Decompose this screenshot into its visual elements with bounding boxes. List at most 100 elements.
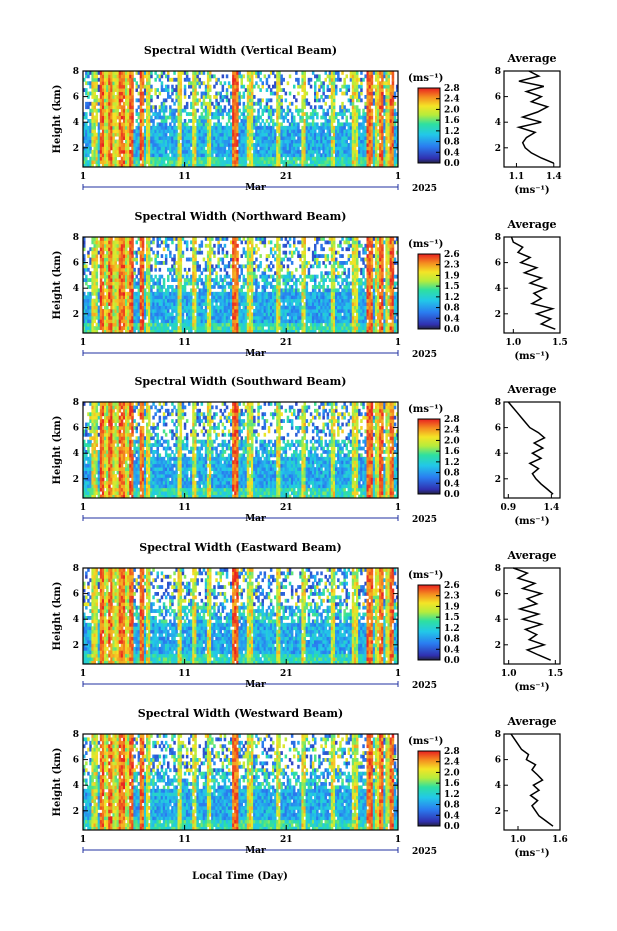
heatmap-cell [215,278,218,282]
heatmap-cell [159,268,162,272]
heatmap-cell [150,74,153,78]
heatmap-cell [213,251,216,255]
heatmap-cell [213,285,216,289]
heatmap-cell [131,85,134,89]
heatmap-cell [306,119,309,123]
heatmap-cell [236,88,239,92]
colorbar-tick-label: 2.8 [444,84,460,94]
heatmap-cell [184,92,187,96]
heatmap-cell [280,157,283,161]
heatmap-cell [371,81,374,85]
heatmap-cell [180,78,183,82]
heatmap-cell [138,160,141,164]
heatmap-cell [169,95,172,99]
heatmap-cell [131,105,134,109]
heatmap-cell [163,282,166,286]
colorbar-tick-label: 2.0 [444,105,460,115]
heatmap-cell [182,254,185,258]
heatmap-cell [241,78,244,82]
heatmap-cell [180,282,183,286]
heatmap-cell [287,112,290,116]
heatmap-cell [133,268,136,272]
heatmap-cell [154,78,157,82]
heatmap-cell [194,112,197,116]
heatmap-cell [199,85,202,89]
heatmap-cell [358,95,361,99]
heatmap-cell [220,92,223,96]
heatmap-cell [236,254,239,258]
heatmap-cell [322,92,325,96]
heatmap-cell [259,105,262,109]
heatmap-cell [131,81,134,85]
heatmap-cell [85,88,88,92]
heatmap-cell [293,95,296,99]
heatmap-cell [276,119,279,123]
heatmap-cell [222,258,225,262]
heatmap-cell [255,81,258,85]
heatmap-cell [285,92,288,96]
heatmap-cell [238,116,241,120]
heatmap-cell [96,112,99,116]
heatmap-cell [199,268,202,272]
heatmap-cell [318,150,321,154]
heatmap-cell [278,85,281,89]
heatmap-cell [222,157,225,161]
heatmap-cell [268,74,271,78]
heatmap-cell [259,102,262,106]
heatmap-cell [314,109,317,113]
heatmap-cell [371,116,374,120]
heatmap-cell [184,109,187,113]
heatmap-cell [161,288,164,292]
heatmap-cell [331,122,334,126]
x-tick-label: 1 [80,172,86,182]
heatmap-cell [251,105,254,109]
heatmap-cell [224,146,227,150]
heatmap-cell [339,78,342,82]
heatmap-cell [293,85,296,89]
heatmap-cell [123,288,126,292]
heatmap-cell [87,254,90,258]
heatmap-cell [173,102,176,106]
heatmap-cell [215,98,218,102]
heatmap-cells [83,237,398,333]
heatmap-cell [375,150,378,154]
heatmap-cell [327,109,330,113]
heatmap-cell [142,116,145,120]
heatmap-cell [392,105,395,109]
heatmap-cell [125,247,128,251]
heatmap-cell [131,247,134,251]
heatmap-cell [201,278,204,282]
heatmap-cell [325,102,328,106]
heatmap-cell [161,254,164,258]
heatmap-cell [115,261,118,265]
heatmap-cell [131,102,134,106]
heatmap-cell [142,78,145,82]
heatmap-cell [251,88,254,92]
avg-profile-line [519,71,554,163]
heatmap-cell [180,102,183,106]
heatmap-cell [127,146,130,150]
heatmap-cell [201,105,204,109]
heatmap-cell [224,105,227,109]
heatmap-cell [96,302,99,306]
x-tick-label: 21 [280,172,293,182]
heatmap-cell [356,88,359,92]
heatmap-cell [148,78,151,82]
heatmap-cell [131,126,134,130]
heatmap-cell [222,116,225,120]
heatmap-cell [312,119,315,123]
heatmap-cell [257,109,260,113]
heatmap-cell [184,268,187,272]
heatmap-cell [392,88,395,92]
heatmap-cell [306,160,309,164]
heatmap-cell [272,119,275,123]
heatmap-cell [186,105,189,109]
heatmap-cell [209,105,212,109]
heatmap-cell [96,247,99,251]
heatmap-cell [348,109,351,113]
heatmap-cell [362,78,365,82]
heatmap-cell [322,88,325,92]
heatmap-cell [333,98,336,102]
heatmap-cell [163,102,166,106]
